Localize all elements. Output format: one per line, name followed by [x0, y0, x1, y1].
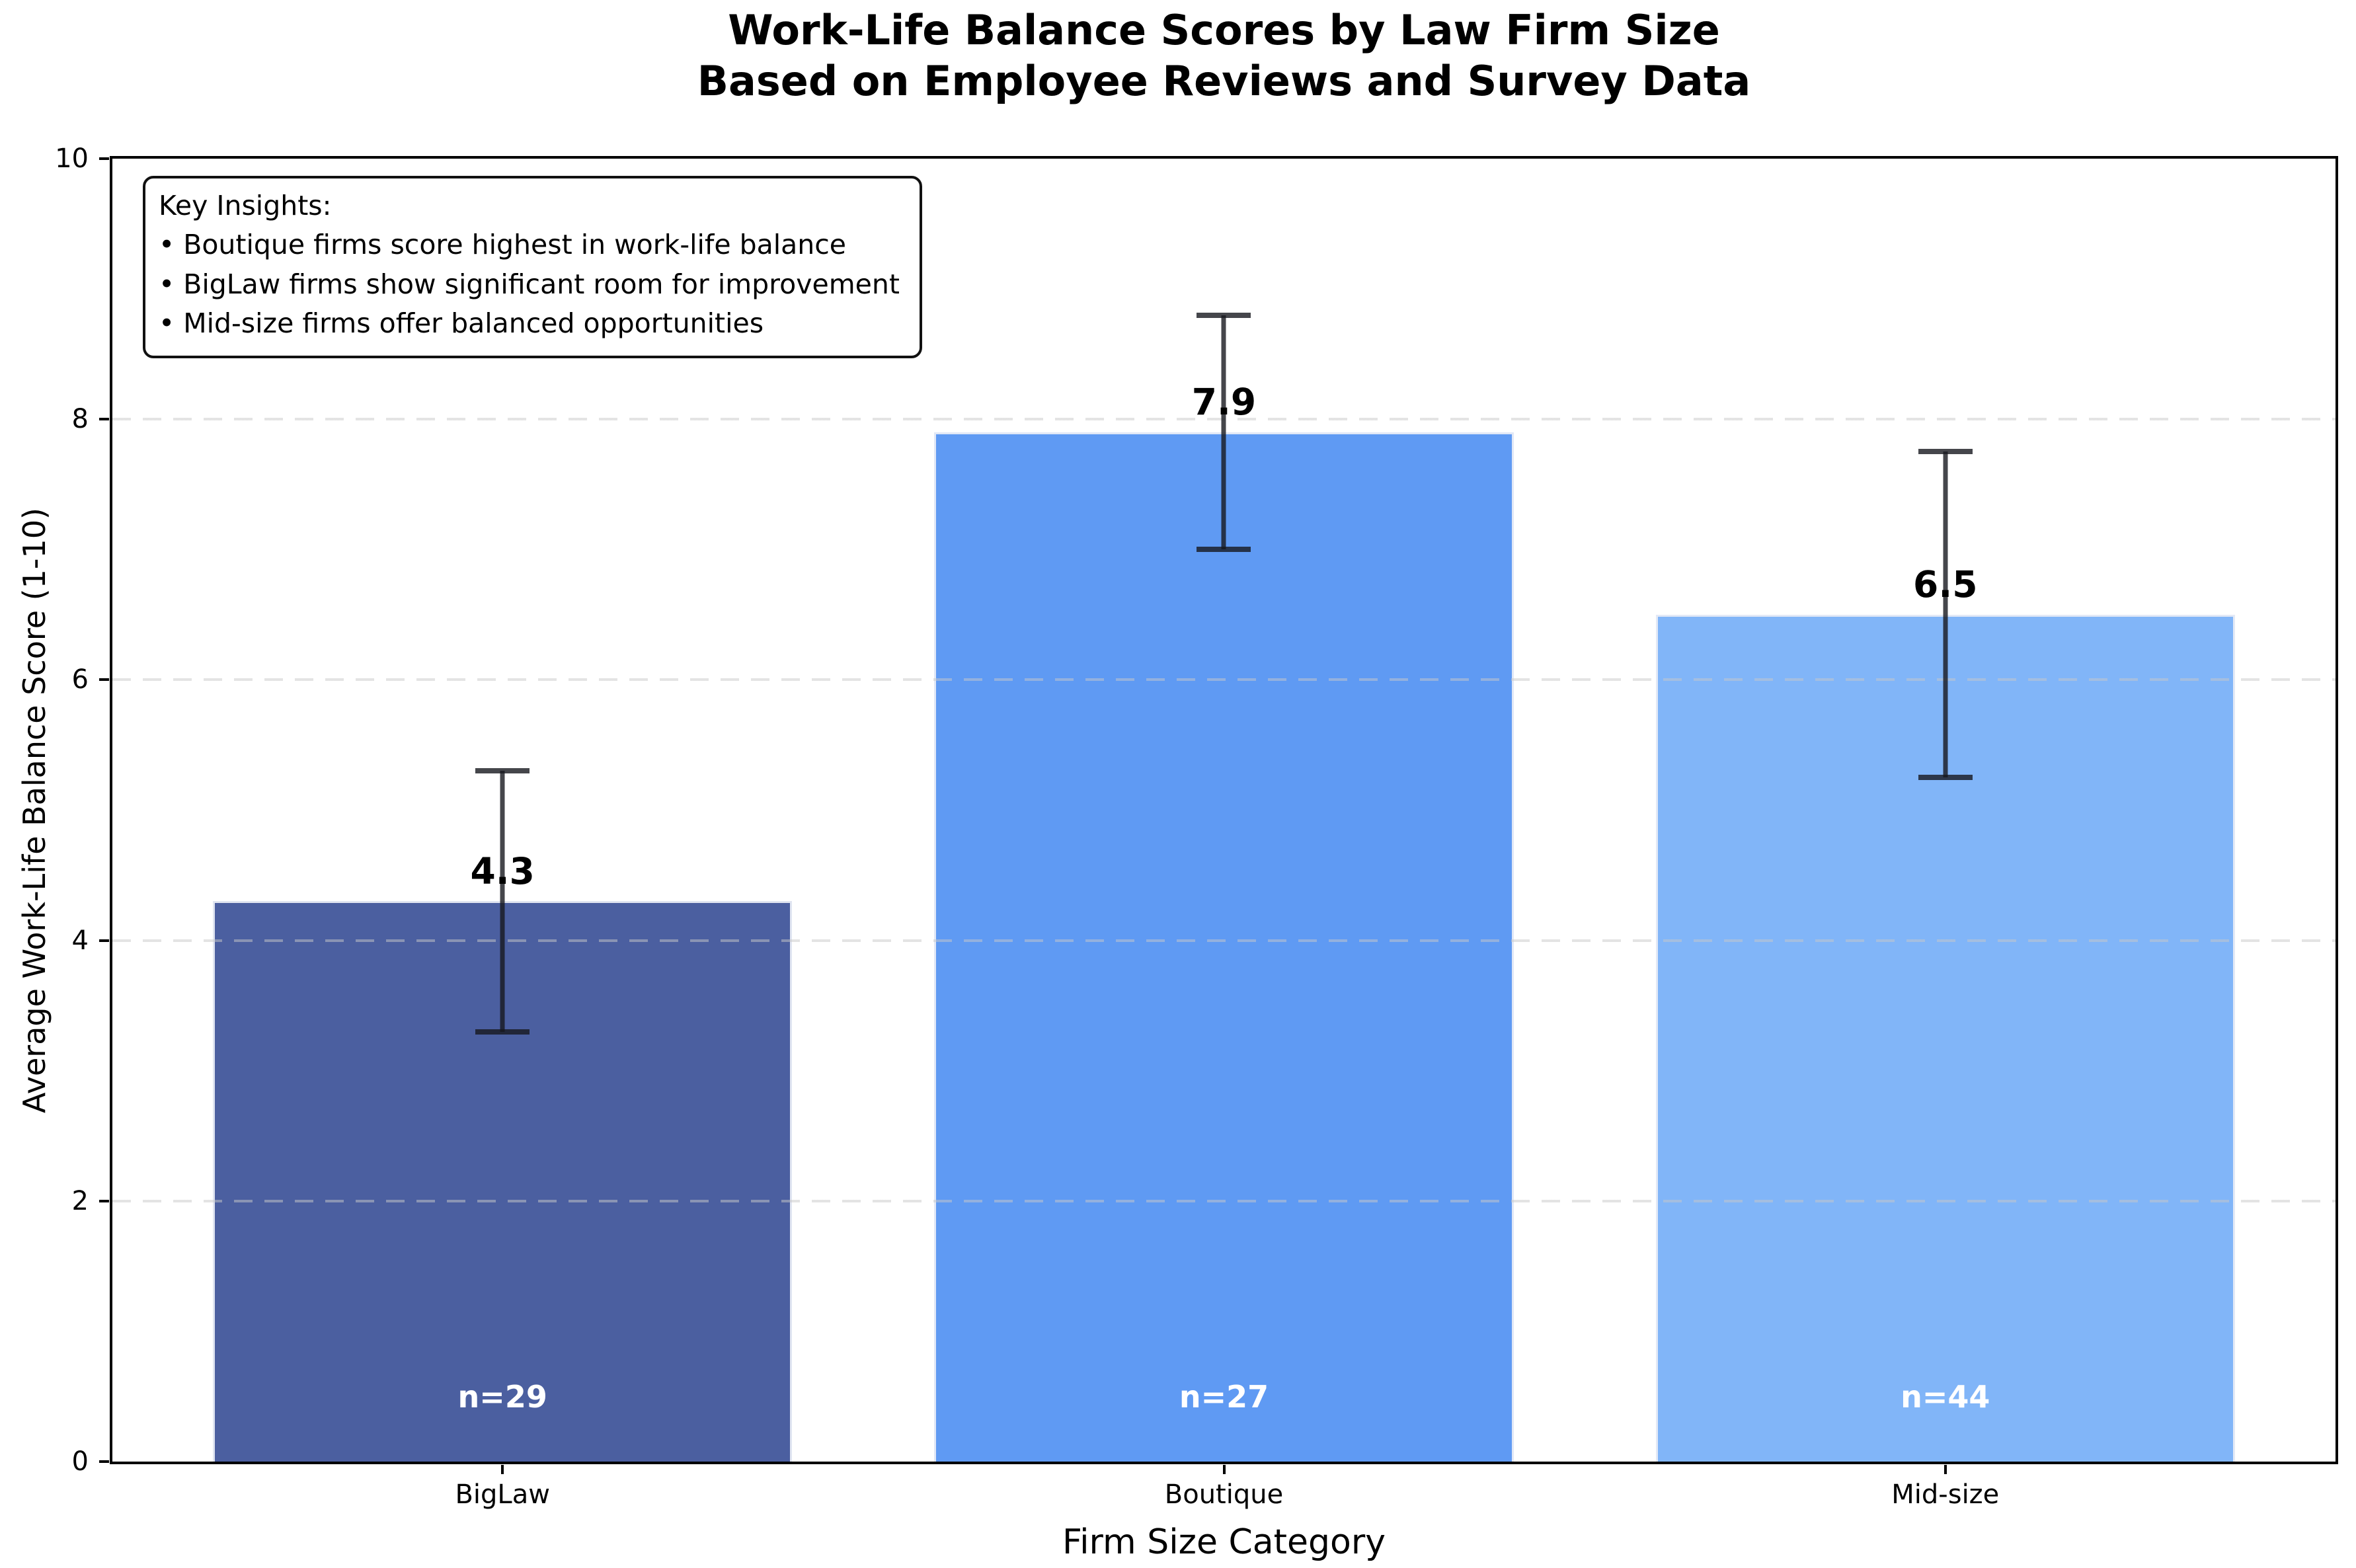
bar-group-midsize: 6.5 n=44 [1655, 159, 2235, 1462]
sample-size-label: n=44 [1901, 1379, 1990, 1415]
chart-title-line1: Work-Life Balance Scores by Law Firm Siz… [728, 6, 1720, 54]
y-tick-label: 10 [55, 143, 89, 174]
x-tick-mark [501, 1465, 504, 1474]
y-tick-label: 6 [71, 664, 89, 695]
bar-value-label: 7.9 [1191, 381, 1257, 424]
gridline-y2 [112, 1199, 2336, 1202]
error-bar-cap-bottom [1918, 775, 1973, 781]
sample-size-label: n=27 [1179, 1379, 1269, 1415]
bar-value-label: 4.3 [470, 849, 535, 892]
y-tick-mark [99, 1199, 109, 1202]
bar-group-boutique: 7.9 n=27 [934, 159, 1514, 1462]
y-tick-mark [99, 678, 109, 682]
x-axis-label: Firm Size Category [1062, 1522, 1386, 1562]
x-tick-mark [1222, 1465, 1226, 1474]
error-bar-cap-top [1918, 449, 1973, 455]
x-tick-label: Mid-size [1891, 1479, 2000, 1510]
y-tick-mark [99, 1460, 109, 1463]
x-tick-mark [1944, 1465, 1947, 1474]
error-bar-cap-top [475, 768, 530, 774]
sample-size-label: n=29 [457, 1379, 547, 1415]
y-tick-mark [99, 157, 109, 160]
plot-area: 0 2 4 6 8 10 BigLaw Boutique Mid-size 4.3 n=29 … [55, 145, 2338, 1559]
y-tick-mark [99, 939, 109, 942]
bar [934, 432, 1514, 1462]
key-insights-bullet-3: • Mid-size firms offer balanced opportun… [159, 307, 764, 340]
error-bar-cap-bottom [475, 1029, 530, 1035]
error-bar-cap-top [1197, 312, 1251, 318]
error-bar-line [500, 771, 505, 1032]
y-axis-label: Average Work-Life Balance Score (1-10) [17, 508, 52, 1113]
gridline-y6 [112, 678, 2336, 682]
y-tick-label: 2 [71, 1185, 89, 1216]
key-insights-bullet-1: • Boutique firms score highest in work-l… [159, 229, 847, 261]
bar-value-label: 6.5 [1913, 563, 1978, 606]
bar-group-biglaw: 4.3 n=29 [213, 159, 793, 1462]
error-bar-line [1221, 315, 1226, 550]
key-insights-box: Key Insights: • Boutique firms score hig… [143, 176, 922, 358]
chart-title: Work-Life Balance Scores by Law Firm Siz… [112, 5, 2336, 107]
y-tick-mark [99, 418, 109, 421]
y-tick-label: 0 [71, 1446, 89, 1477]
y-tick-label: 4 [71, 925, 89, 956]
chart-title-line2: Based on Employee Reviews and Survey Dat… [697, 56, 1751, 105]
x-tick-label: Boutique [1164, 1479, 1284, 1510]
gridline-y4 [112, 939, 2336, 942]
x-tick-label: BigLaw [455, 1479, 550, 1510]
error-bar-line [1943, 451, 1948, 778]
key-insights-bullet-2: • BigLaw firms show significant room for… [159, 268, 900, 300]
error-bar-cap-bottom [1197, 547, 1251, 553]
key-insights-heading: Key Insights: [159, 190, 332, 221]
y-tick-label: 8 [71, 404, 89, 435]
